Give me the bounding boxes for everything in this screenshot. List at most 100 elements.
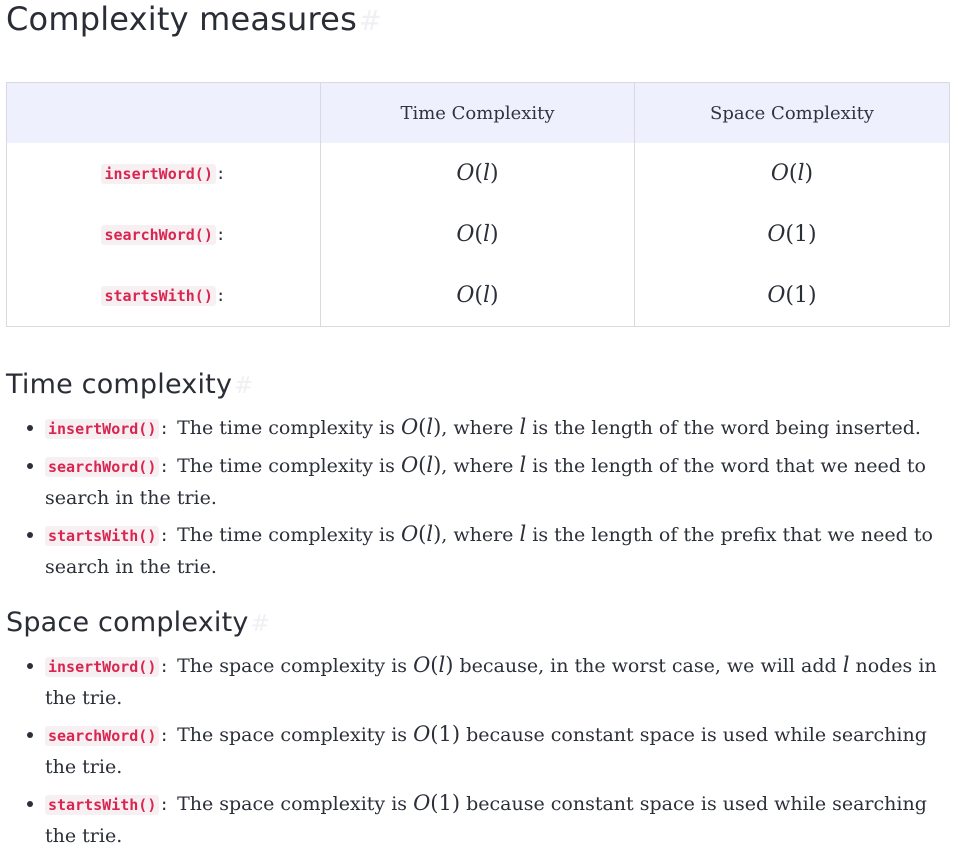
page-title: Complexity measures# — [6, 0, 382, 41]
big-o-arg: l — [483, 161, 491, 186]
space-complexity-value: O(1) — [767, 222, 816, 247]
table-cell-method: startsWith(): — [7, 265, 321, 327]
method-code: insertWord() — [45, 657, 160, 677]
table-cell-time: O(l) — [320, 204, 635, 265]
big-o-arg: 1 — [794, 222, 809, 247]
item-text-post: is the length of the prefix that we need… — [45, 524, 933, 578]
inline-math: O(1) — [413, 722, 461, 746]
item-text-pre: The space complexity is — [177, 655, 408, 677]
item-text-pre: The time complexity is — [177, 417, 395, 439]
paren-open: ( — [788, 161, 798, 186]
method-colon: : — [159, 457, 170, 476]
table-row: searchWord(): O(l) O(1) — [7, 204, 950, 265]
method-code: startsWith() — [45, 795, 160, 815]
paren-open: ( — [474, 222, 483, 247]
method-colon: : — [159, 419, 170, 438]
inline-math: O(l) — [413, 653, 454, 677]
big-o-arg: l — [483, 283, 491, 308]
list-item: searchWord(): The time complexity is O(l… — [27, 450, 950, 514]
table-cell-space: O(1) — [634, 265, 950, 327]
space-complexity-value: O(l) — [771, 161, 813, 186]
paren-close: ) — [490, 161, 499, 186]
big-o: O — [456, 222, 475, 247]
method-colon: : — [159, 795, 170, 814]
item-text-pre: The space complexity is — [177, 793, 408, 815]
heading-anchor-link[interactable]: # — [358, 6, 382, 37]
paren-open: ( — [474, 283, 483, 308]
space-complexity-section: Space complexity# insertWord(): The spac… — [6, 607, 950, 857]
heading-anchor-link[interactable]: # — [250, 611, 270, 637]
paren-close: ) — [804, 161, 814, 186]
time-complexity-value: O(l) — [456, 222, 498, 247]
item-text-mid: , where — [441, 455, 514, 477]
complexity-table: Time Complexity Space Complexity insertW… — [6, 82, 950, 327]
time-complexity-section: Time complexity# insertWord(): The time … — [6, 369, 950, 588]
list-item: startsWith(): The time complexity is O(l… — [27, 519, 950, 583]
list-item: startsWith(): The space complexity is O(… — [27, 788, 950, 852]
inline-var: l — [842, 653, 850, 677]
big-o: O — [456, 283, 475, 308]
table-header-space: Space Complexity — [634, 82, 950, 143]
table-cell-method: searchWord(): — [7, 204, 321, 265]
section-title-space: Space complexity# — [6, 607, 950, 640]
method-colon: : — [215, 163, 226, 183]
inline-var: l — [519, 415, 527, 439]
big-o-arg: 1 — [794, 283, 809, 308]
method-colon: : — [215, 224, 226, 244]
method-colon: : — [159, 526, 170, 545]
inline-math: O(l) — [400, 453, 442, 477]
big-o-arg: l — [797, 161, 805, 186]
method-code: startsWith() — [101, 285, 216, 306]
page-title-text: Complexity measures — [6, 0, 357, 38]
table-header-time: Time Complexity — [320, 82, 635, 143]
table-cell-space: O(l) — [634, 143, 950, 204]
paren-close: ) — [490, 283, 499, 308]
table-header-row: Time Complexity Space Complexity — [6, 82, 950, 143]
item-text-mid: because, in the worst case, we will add — [453, 655, 837, 677]
item-text-mid: , where — [441, 524, 514, 546]
space-complexity-list: insertWord(): The space complexity is O(… — [6, 650, 950, 852]
method-colon: : — [215, 285, 226, 305]
item-text-pre: The time complexity is — [177, 455, 395, 477]
inline-math: O(1) — [413, 791, 461, 815]
big-o-arg: l — [483, 222, 491, 247]
method-code: searchWord() — [101, 224, 216, 245]
section-title-text: Space complexity — [6, 607, 249, 638]
inline-var: l — [519, 522, 527, 546]
method-code: insertWord() — [45, 419, 160, 439]
item-text-pre: The time complexity is — [177, 524, 395, 546]
inline-math: O(l) — [400, 415, 442, 439]
item-text-post: is the length of the word that we need t… — [45, 455, 926, 509]
section-title-text: Time complexity — [6, 369, 233, 400]
item-text-post: is the length of the word being inserted… — [532, 417, 921, 439]
big-o: O — [767, 222, 786, 247]
paren-close: ) — [808, 222, 817, 247]
method-code: startsWith() — [45, 526, 160, 546]
time-complexity-list: insertWord(): The time complexity is O(l… — [6, 412, 950, 583]
method-colon: : — [159, 726, 170, 745]
item-text-post: nodes in the trie. — [45, 655, 937, 709]
section-title-time: Time complexity# — [6, 369, 950, 402]
table-cell-time: O(l) — [320, 265, 635, 327]
table-cell-space: O(1) — [634, 204, 950, 265]
big-o: O — [456, 161, 475, 186]
big-o: O — [770, 161, 789, 186]
item-text-pre: The space complexity is — [177, 724, 408, 746]
method-code: searchWord() — [45, 457, 160, 477]
list-item: insertWord(): The time complexity is O(l… — [27, 412, 950, 445]
table-row: insertWord(): O(l) O(l) — [7, 143, 950, 204]
paren-close: ) — [490, 222, 499, 247]
paren-close: ) — [808, 283, 817, 308]
table-cell-method: insertWord(): — [7, 143, 321, 204]
list-item: searchWord(): The space complexity is O(… — [27, 719, 950, 783]
paren-open: ( — [785, 222, 795, 247]
space-complexity-value: O(1) — [767, 283, 816, 308]
time-complexity-value: O(l) — [456, 283, 498, 308]
paren-open: ( — [474, 161, 483, 186]
heading-anchor-link[interactable]: # — [234, 373, 254, 399]
method-code: insertWord() — [101, 163, 216, 184]
list-item: insertWord(): The space complexity is O(… — [27, 650, 950, 714]
paren-open: ( — [785, 283, 795, 308]
item-text-mid: , where — [441, 417, 514, 439]
time-complexity-value: O(l) — [456, 161, 498, 186]
